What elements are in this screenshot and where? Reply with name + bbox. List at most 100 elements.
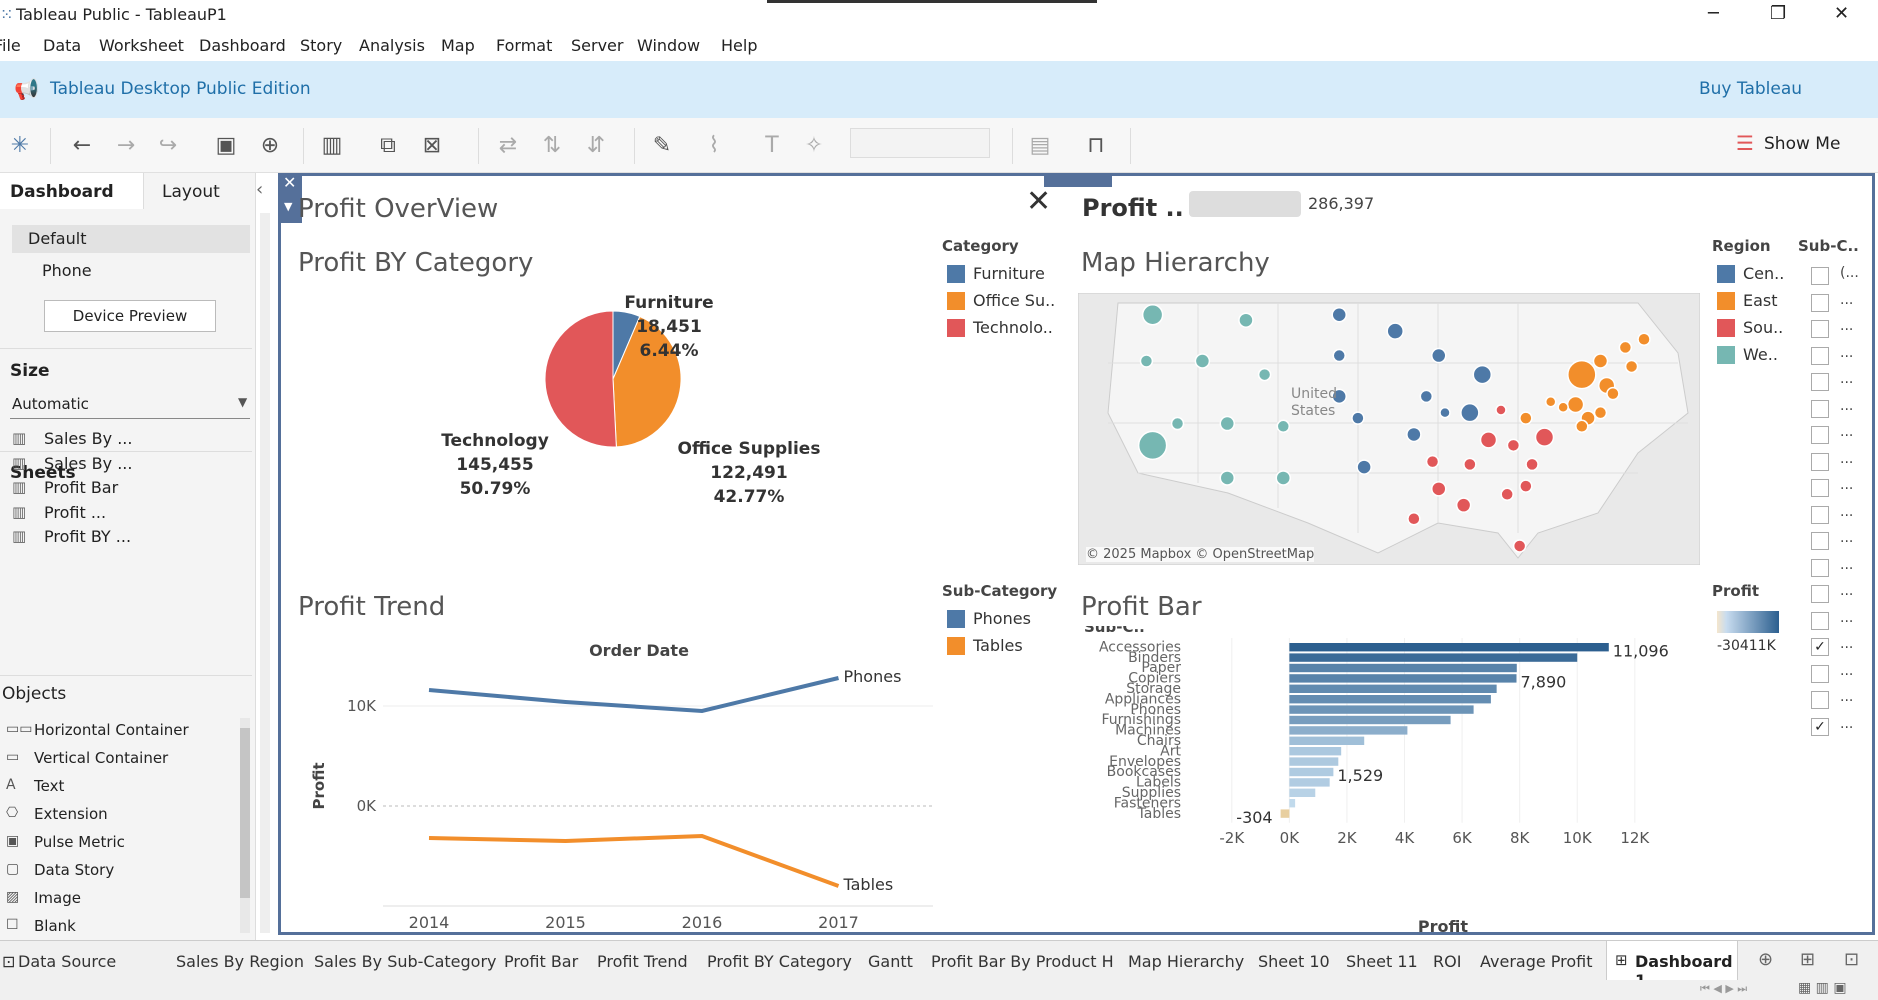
tableau-logo-icon[interactable]: ✳ (10, 133, 30, 158)
left-pane-scrollbar[interactable] (260, 213, 270, 933)
show-me-button[interactable]: Show Me (1764, 134, 1841, 154)
object-item[interactable]: Pulse Metric (34, 833, 125, 851)
subc-filter-checkbox[interactable] (1811, 558, 1829, 577)
bar-supplies[interactable] (1289, 788, 1316, 797)
replay-icon[interactable]: ↪ (158, 133, 178, 158)
category-legend-swatch[interactable] (947, 319, 965, 337)
category-legend-item[interactable]: Technolo.. (973, 318, 1053, 337)
tab-navigation-icons[interactable]: ⏮ ◀ ▶ ⏭ (1700, 982, 1748, 995)
map-hierarchy[interactable] (1078, 293, 1700, 565)
sheet-tab[interactable]: Sheet 11 (1346, 952, 1418, 971)
menu-server[interactable]: Server (571, 36, 624, 55)
map-point-central[interactable] (1351, 411, 1365, 425)
subc-filter-item[interactable]: ... (1840, 450, 1854, 467)
device-default[interactable]: Default (12, 225, 250, 253)
more-options-icon[interactable]: ▼ (284, 200, 293, 213)
bar-appliances[interactable] (1289, 695, 1491, 704)
map-point-central[interactable] (1439, 406, 1451, 419)
subc-filter-checkbox[interactable] (1811, 585, 1829, 603)
map-point-central[interactable] (1332, 348, 1346, 363)
object-item[interactable]: Image (34, 889, 81, 907)
show-me-icon[interactable]: ☰ (1736, 131, 1754, 155)
menu-format[interactable]: Format (496, 36, 553, 55)
map-point-west[interactable] (1194, 353, 1211, 369)
fit-dropdown[interactable] (850, 128, 990, 158)
sheet-item[interactable]: Profit Bar (44, 478, 119, 497)
bar-fasteners[interactable] (1289, 799, 1296, 808)
sheet-tab[interactable]: ROI (1433, 952, 1462, 971)
subc-filter-item[interactable]: ... (1840, 344, 1854, 361)
object-item[interactable]: Text (34, 777, 65, 795)
subc-filter-item[interactable]: ... (1840, 477, 1854, 493)
device-phone[interactable]: Phone (42, 261, 92, 280)
menu-story[interactable]: Story (300, 36, 343, 55)
object-item[interactable]: Data Story (34, 861, 115, 879)
map-point-east[interactable] (1519, 411, 1533, 425)
menu-window[interactable]: Window (637, 36, 701, 55)
map-point-south[interactable] (1495, 404, 1507, 416)
map-point-east[interactable] (1593, 405, 1608, 420)
sort-ascending-icon[interactable]: ⇅ (542, 133, 562, 158)
bar-accessories[interactable] (1289, 643, 1609, 652)
object-item[interactable]: Horizontal Container (34, 721, 189, 739)
subc-filter-item[interactable]: ... (1840, 556, 1854, 573)
map-point-west[interactable] (1275, 470, 1292, 486)
map-point-west[interactable] (1170, 416, 1185, 431)
map-point-central[interactable] (1472, 364, 1493, 385)
map-point-central[interactable] (1431, 347, 1447, 364)
view-toggle-icon[interactable]: ▦ ▥ ▣ (1798, 980, 1847, 996)
sheet-tab[interactable]: Profit Bar By Product H (931, 952, 1114, 971)
redo-icon[interactable]: → (116, 133, 136, 158)
region-legend-swatch[interactable] (1717, 265, 1735, 283)
show-labels-icon[interactable]: ▤ (1029, 133, 1051, 158)
bar-machines[interactable] (1289, 726, 1408, 735)
map-point-central[interactable] (1331, 307, 1347, 323)
subc-filter-checkbox[interactable] (1811, 691, 1829, 709)
tab-dashboard[interactable]: Dashboard (0, 173, 144, 209)
sheet-item[interactable]: Sales By ... (44, 429, 133, 448)
new-worksheet-icon[interactable]: ▥ (321, 133, 343, 158)
object-item[interactable]: Vertical Container (34, 749, 169, 767)
undo-icon[interactable]: ← (72, 133, 92, 158)
new-dashboard-tab-icon[interactable]: ⊞ (1800, 949, 1816, 970)
map-point-east[interactable] (1566, 395, 1585, 414)
map-point-south[interactable] (1479, 431, 1498, 449)
duplicate-sheet-icon[interactable]: ⧉ (380, 133, 396, 158)
subcat-legend-swatch[interactable] (947, 637, 965, 655)
bar-chairs[interactable] (1289, 736, 1365, 745)
pie-slice-technology[interactable] (544, 310, 617, 448)
map-point-south[interactable] (1455, 497, 1472, 513)
subc-filter-checkbox[interactable] (1811, 320, 1829, 338)
buy-tableau-link[interactable]: Buy Tableau (1699, 79, 1803, 99)
bar-bookcases[interactable] (1289, 767, 1334, 777)
subc-filter-checkbox[interactable] (1811, 452, 1829, 471)
menu-help[interactable]: Help (721, 36, 758, 55)
subc-filter-item[interactable]: ... (1840, 715, 1854, 732)
map-point-east[interactable] (1575, 419, 1589, 434)
sheet-tab[interactable]: Profit Trend (597, 952, 688, 971)
map-point-west[interactable] (1219, 470, 1236, 486)
subc-filter-checkbox[interactable] (1811, 479, 1829, 497)
menu-map[interactable]: Map (441, 36, 475, 55)
menu-file[interactable]: File (0, 36, 21, 55)
close-button[interactable]: ✕ (1834, 3, 1850, 24)
map-point-south[interactable] (1431, 481, 1447, 497)
subc-filter-item[interactable]: ... (1840, 318, 1854, 334)
menu-analysis[interactable]: Analysis (359, 36, 425, 55)
region-legend-item[interactable]: We.. (1743, 345, 1778, 364)
sheet-tab[interactable]: Average Profit (1480, 952, 1593, 971)
bar-envelopes[interactable] (1289, 757, 1339, 766)
map-point-south[interactable] (1525, 457, 1539, 472)
subc-filter-checkbox[interactable] (1811, 532, 1829, 550)
menu-worksheet[interactable]: Worksheet (99, 36, 184, 55)
map-point-south[interactable] (1506, 438, 1521, 453)
subc-filter-item[interactable]: ... (1840, 291, 1854, 308)
subc-filter-item[interactable]: ... (1840, 371, 1854, 387)
subc-filter-item[interactable]: ... (1840, 503, 1854, 520)
subcat-legend-item[interactable]: Phones (973, 609, 1031, 628)
new-data-source-icon[interactable]: ⊕ (260, 133, 280, 158)
pin-icon[interactable]: ✧ (804, 133, 824, 158)
subc-filter-checkbox[interactable]: ✓ (1811, 717, 1829, 736)
subc-filter-checkbox[interactable] (1811, 399, 1829, 418)
region-legend-item[interactable]: Cen.. (1743, 264, 1785, 283)
